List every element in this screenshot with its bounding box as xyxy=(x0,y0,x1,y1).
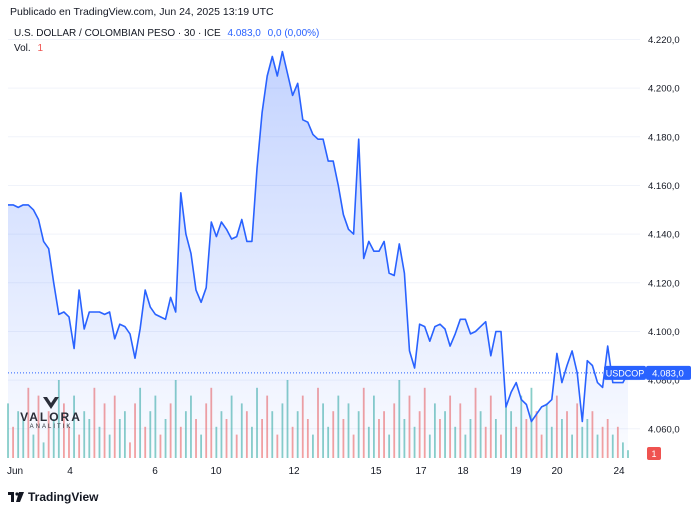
y-tick-label: 4.220,0 xyxy=(648,35,680,46)
y-tick-label: 4.080,0 xyxy=(648,376,680,387)
price-line xyxy=(8,50,629,423)
x-tick-label: 10 xyxy=(210,466,222,477)
y-tick-label: 4.180,0 xyxy=(648,132,680,143)
valora-watermark: VALORA ANALITIK xyxy=(16,396,86,430)
volume-legend: Vol. 1 xyxy=(14,43,43,54)
last-price-label: 4.083,0 xyxy=(652,368,684,379)
tradingview-logo-icon xyxy=(8,492,24,502)
x-tick-label: 4 xyxy=(67,466,73,477)
volume-label: Vol. xyxy=(14,43,31,54)
y-tick-label: 4.140,0 xyxy=(648,230,680,241)
last-price: 4.083,0 xyxy=(227,28,261,39)
published-note: Publicado en TradingView.com, Jun 24, 20… xyxy=(10,6,274,18)
valora-name: VALORA xyxy=(20,410,82,424)
y-tick-label: 4.200,0 xyxy=(648,84,680,95)
valora-sub: ANALITIK xyxy=(29,424,73,430)
x-tick-label: 15 xyxy=(370,466,382,477)
symbol-legend: U.S. DOLLAR / COLOMBIAN PESO · 30 · ICE … xyxy=(14,28,319,39)
y-tick-label: 4.100,0 xyxy=(648,327,680,338)
price-area xyxy=(8,51,628,458)
x-tick-label: 12 xyxy=(288,466,300,477)
valora-logo-icon xyxy=(43,397,59,409)
volume-scale-label: 1 xyxy=(651,449,656,459)
y-tick-label: 4.160,0 xyxy=(648,181,680,192)
x-tick-label: Jun xyxy=(7,466,23,477)
x-tick-label: 24 xyxy=(613,466,625,477)
x-tick-label: 19 xyxy=(510,466,522,477)
y-tick-label: 4.120,0 xyxy=(648,278,680,289)
x-tick-label: 20 xyxy=(551,466,563,477)
footer-brand[interactable]: TradingView xyxy=(8,490,98,504)
last-price-tag xyxy=(646,365,691,380)
y-tick-label: 4.060,0 xyxy=(648,424,680,435)
ticker-tag xyxy=(604,365,646,380)
x-tick-label: 6 xyxy=(152,466,158,477)
x-tick-label: 18 xyxy=(457,466,469,477)
tradingview-brand: TradingView xyxy=(28,490,99,504)
volume-value: 1 xyxy=(37,43,44,54)
price-change: 0,0 (0,00%) xyxy=(267,28,320,39)
symbol-title: U.S. DOLLAR / COLOMBIAN PESO · 30 · ICE xyxy=(14,28,221,39)
volume-scale-badge xyxy=(647,447,661,460)
x-tick-label: 17 xyxy=(415,466,427,477)
ticker-label: USDCOP xyxy=(606,368,645,378)
